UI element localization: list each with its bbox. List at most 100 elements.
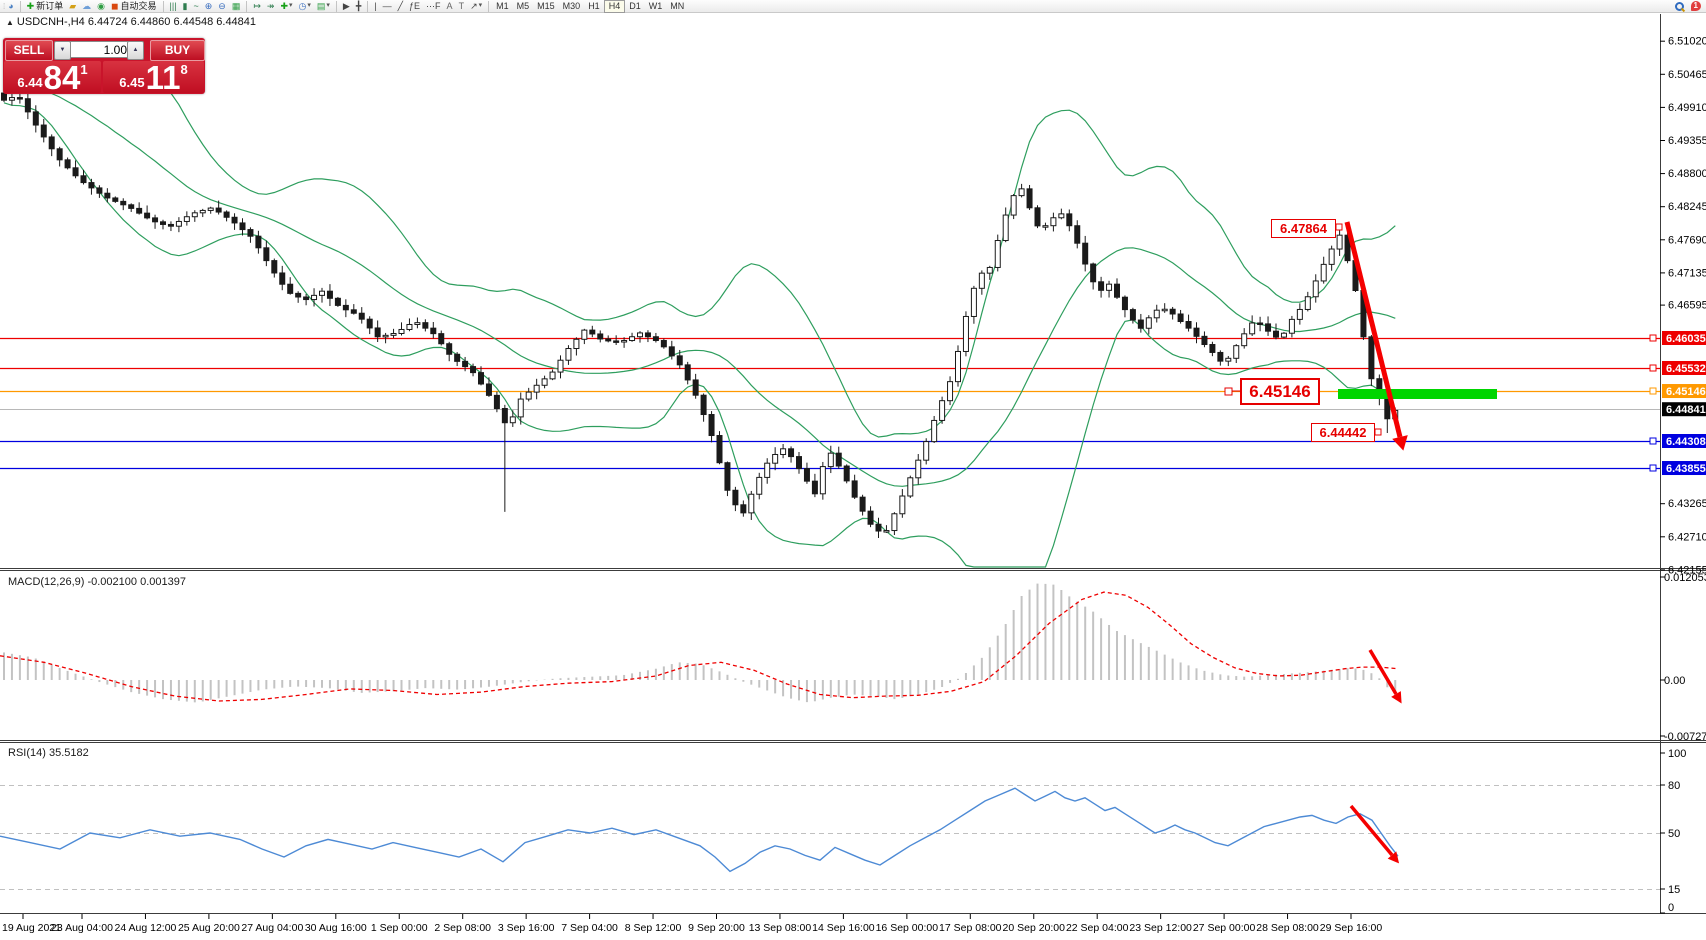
bid-price-button[interactable]: 6.44 84 1: [4, 61, 101, 94]
chevron-down-icon: ▾: [307, 2, 311, 9]
timeframe-button-h1[interactable]: H1: [588, 1, 600, 11]
green-highlight-bar[interactable]: [1338, 389, 1497, 399]
cloud-icon[interactable]: ☁: [79, 0, 94, 13]
price-down-arrow[interactable]: [1344, 221, 1403, 438]
timeframe-button-m1[interactable]: M1: [496, 1, 509, 11]
timeframe-button-mn[interactable]: MN: [670, 1, 685, 11]
macd-down-arrow[interactable]: [1368, 649, 1398, 695]
periods-button[interactable]: ◷ ▾: [296, 0, 314, 13]
crosshair-icon[interactable]: ╋: [353, 0, 364, 13]
horizontal-line-icon[interactable]: —: [380, 0, 395, 13]
volume-decrease-button[interactable]: ▼: [54, 41, 71, 60]
price-axis[interactable]: 6.51020 6.50465 6.49910 6.49355 6.48800 6.482…: [1660, 36, 1706, 577]
line-handle[interactable]: [1649, 464, 1657, 472]
timeframe-button-h4[interactable]: H4: [603, 0, 626, 13]
ask-price-button[interactable]: 6.45 11 8: [103, 59, 204, 96]
tile-windows-icon: ▦: [231, 1, 241, 11]
equidistant-channel-icon: ƒE: [409, 1, 421, 11]
line-handle[interactable]: [1649, 334, 1657, 342]
text-label-icon[interactable]: T: [456, 0, 468, 13]
arrows-button[interactable]: ↗ ▾: [467, 0, 485, 13]
price-badge-6.45146: [1662, 384, 1706, 399]
anchor-square: [1374, 428, 1382, 436]
zoom-in-icon[interactable]: ⊕: [202, 0, 216, 13]
new-order-icon: ✚: [26, 1, 35, 11]
line-handle[interactable]: [1649, 437, 1657, 445]
support-price-label[interactable]: 6.45146: [1240, 378, 1320, 405]
autotrading-button-label: 自动交易: [120, 1, 157, 11]
main-toolbar: ⁞ ◕ ✚ 新订单 ▰ ☁ ◉ ◼ 自动交易 ||| ▮ ~ ⊕ ⊖ ▦ ↦ ↠ ✚ ▾ ◷ ▾ ▤ ▾ ▶ ╋ | — ╱ ƒE ⋯F A…: [0, 0, 1706, 13]
volume-input[interactable]: [70, 41, 131, 58]
chart-shift-icon[interactable]: ↦: [250, 0, 264, 13]
notification-icon[interactable]: 1: [1690, 1, 1701, 11]
globe-icon[interactable]: ◕: [5, 0, 16, 13]
indicators-button[interactable]: ✚ ▾: [277, 0, 295, 13]
trendline-icon[interactable]: ╱: [395, 0, 406, 13]
broadcast-icon[interactable]: ◉: [94, 0, 108, 13]
time-tick-label: 28 Sep 08:00: [1256, 922, 1319, 934]
time-tick-label: 16 Sep 00:00: [876, 922, 939, 934]
rsi-panel: 100 80 50 15 0: [0, 748, 1686, 914]
fibonacci-icon: ⋯F: [426, 1, 441, 11]
time-tick-label: 24 Aug 12:00: [114, 922, 176, 934]
tile-windows-icon[interactable]: ▦: [229, 0, 244, 13]
chevron-down-icon: ▾: [326, 2, 330, 9]
bar-chart-icon[interactable]: |||: [167, 0, 180, 13]
deposit-gold-icon[interactable]: ▰: [66, 0, 79, 13]
buy-button[interactable]: BUY: [150, 40, 205, 61]
crosshair-icon: ╋: [355, 1, 362, 11]
swing-low-price-label[interactable]: 6.44442: [1311, 423, 1375, 442]
text-icon[interactable]: A: [444, 0, 456, 13]
trendline-icon: ╱: [397, 1, 404, 11]
rsi-down-arrow[interactable]: [1349, 804, 1394, 857]
ask-price-pip: 8: [180, 62, 188, 77]
autotrading-button[interactable]: ◼ 自动交易: [108, 0, 160, 13]
zoom-out-icon[interactable]: ⊖: [215, 0, 229, 13]
search-icon[interactable]: [1671, 0, 1688, 13]
timeframe-button-m5[interactable]: M5: [516, 1, 530, 11]
macd-axis-label: 0.012053: [1664, 572, 1706, 584]
volume-increase-button[interactable]: ▲: [127, 41, 144, 60]
one-click-trading-panel: SELL ▼ ▲ BUY 6.44 84 1 6.45 11 8: [3, 38, 205, 94]
price-badge-6.44308: [1662, 433, 1706, 448]
line-handle[interactable]: [1649, 387, 1657, 395]
line-handle[interactable]: [1649, 364, 1657, 372]
candlesticks: [1, 86, 1399, 539]
price-tick-label: 6.51020: [1668, 36, 1706, 48]
sell-button[interactable]: SELL: [5, 40, 53, 61]
time-tick-label: 27 Sep 00:00: [1193, 922, 1256, 934]
symbol-ohlc-line: ▲ USDCNH-,H4 6.44724 6.44860 6.44548 6.44…: [6, 16, 256, 28]
swing-high-price-label[interactable]: 6.47864: [1271, 219, 1336, 238]
anchor-square: [1224, 387, 1233, 396]
new-order-button[interactable]: ✚ 新订单: [24, 0, 67, 13]
cursor-icon[interactable]: ▶: [340, 0, 353, 13]
timeframe-button-w1[interactable]: W1: [648, 1, 663, 11]
zoom-out-icon: ⊖: [218, 1, 226, 11]
candle-chart-icon[interactable]: ▮: [180, 0, 191, 13]
indicators-icon: ✚: [280, 1, 288, 11]
time-tick-label: 29 Sep 16:00: [1320, 922, 1383, 934]
timeframe-button-m15[interactable]: M15: [537, 1, 555, 11]
vertical-line-icon[interactable]: |: [371, 0, 379, 13]
line-chart-icon[interactable]: ~: [190, 0, 201, 13]
ask-price-big: 11: [145, 59, 181, 96]
fibonacci-icon[interactable]: ⋯F: [423, 0, 444, 13]
price-badge-text: 6.45146: [1666, 386, 1706, 398]
price-tick-label: 6.49910: [1668, 102, 1706, 114]
bid-price-head: 6.44: [17, 75, 43, 90]
price-tick-label: 6.46595: [1668, 300, 1706, 312]
collapse-panel-arrow[interactable]: ▲: [6, 18, 14, 27]
search-icon[interactable]: [1674, 1, 1685, 12]
templates-icon: ▤: [316, 1, 326, 11]
timeframe-button-m30[interactable]: M30: [562, 1, 581, 11]
rsi-axis-label: 15: [1668, 884, 1680, 896]
templates-button[interactable]: ▤ ▾: [314, 0, 333, 13]
equidistant-channel-icon[interactable]: ƒE: [406, 0, 423, 13]
chevron-down-icon: ▾: [289, 2, 293, 9]
auto-scroll-icon[interactable]: ↠: [264, 0, 278, 13]
time-tick-label: 3 Sep 16:00: [498, 922, 555, 934]
timeframe-button-d1[interactable]: D1: [629, 1, 641, 11]
